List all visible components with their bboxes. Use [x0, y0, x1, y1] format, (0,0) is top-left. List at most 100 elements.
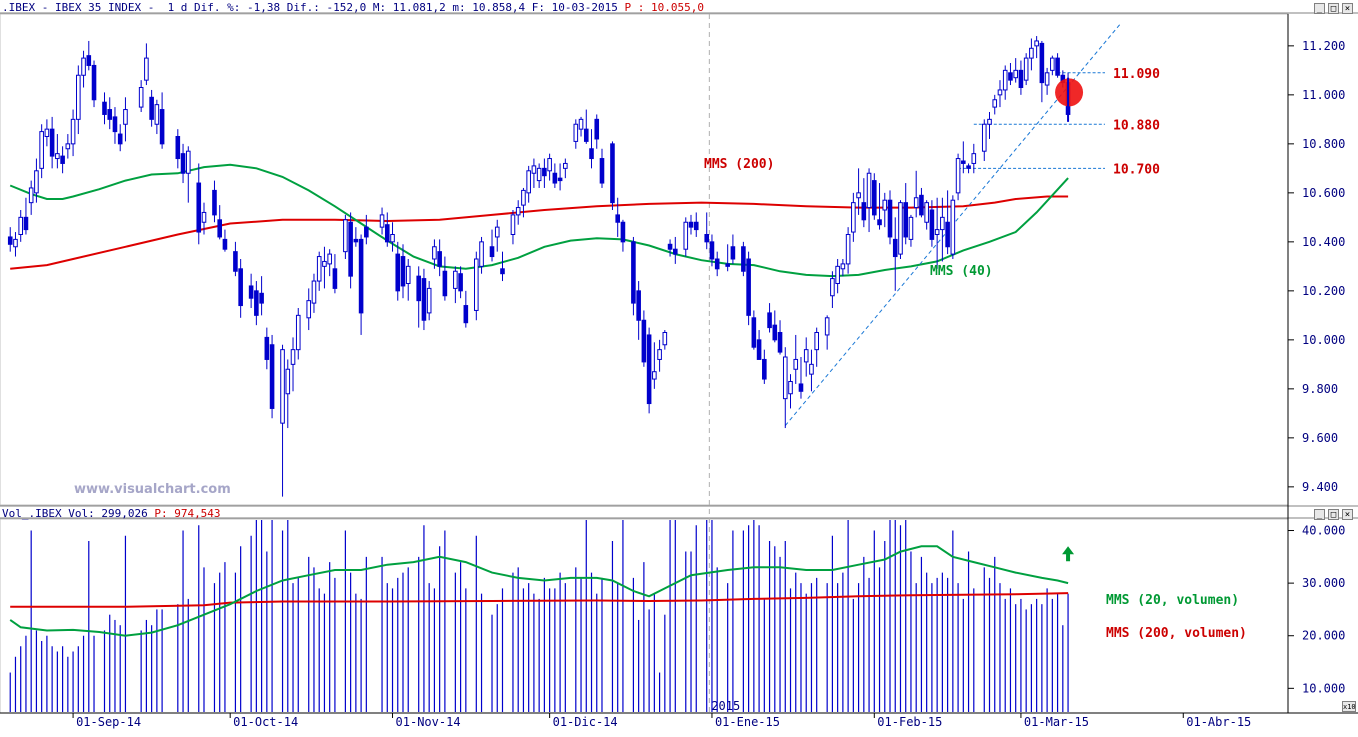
candle-down: [557, 177, 563, 182]
candle-down: [112, 116, 118, 133]
candle-down: [269, 344, 275, 409]
candle-down: [358, 238, 364, 314]
candle-down: [798, 383, 804, 392]
candle-up: [39, 131, 44, 169]
candle-up: [290, 349, 296, 365]
candle-down: [458, 273, 463, 292]
candle-down: [688, 221, 694, 228]
x-tick-label: 01-Feb-15: [877, 715, 942, 729]
candle-up: [123, 109, 128, 125]
candle-up: [390, 234, 395, 243]
candle-up: [987, 118, 992, 125]
candle-up: [28, 187, 34, 204]
candle-up: [201, 211, 207, 223]
scale-button[interactable]: x10: [1342, 701, 1356, 712]
up-arrow-icon: [1062, 546, 1075, 562]
candle-down: [966, 165, 971, 169]
candle-up: [379, 214, 385, 228]
candle-up: [662, 332, 668, 346]
close-button[interactable]: ×: [1342, 3, 1353, 14]
candle-up: [940, 216, 945, 231]
candle-up: [997, 89, 1003, 96]
price-y-tick-label: 10.200: [1302, 284, 1345, 298]
price-y-tick-label: 10.800: [1302, 137, 1345, 151]
candle-up: [138, 87, 144, 108]
candle-down: [175, 136, 181, 160]
x-tick-label: 01-Oct-14: [233, 715, 298, 729]
candle-down: [416, 275, 422, 302]
candle-down: [49, 128, 55, 157]
price-y-tick-label: 9.600: [1302, 431, 1338, 445]
candle-down: [180, 153, 186, 174]
price-header-text: .IBEX - IBEX 35 INDEX - 1 d Dif. %: -1,3…: [2, 1, 618, 14]
candle-up: [81, 57, 86, 76]
candle-up: [70, 118, 76, 145]
candle-up: [814, 332, 819, 351]
mms40-line: [9, 163, 1069, 278]
candle-up: [306, 300, 312, 319]
candle-up: [34, 170, 39, 194]
price-panel-frame: [0, 13, 1289, 506]
volume-mms200-line: [10, 592, 1069, 608]
candle-up: [1023, 57, 1029, 81]
maximize-button[interactable]: □: [1328, 3, 1339, 14]
price-y-tick-label: 10.600: [1302, 186, 1345, 200]
volume-close-button[interactable]: ×: [1342, 509, 1353, 520]
candle-down: [746, 258, 751, 316]
candle-up: [1034, 40, 1039, 47]
candle-down: [620, 221, 626, 243]
candle-down: [725, 263, 730, 267]
candle-down: [421, 278, 427, 321]
candle-up: [185, 150, 191, 174]
volume-header-text: Vol_.IBEX Vol: 299,026: [2, 507, 148, 520]
candle-down: [107, 109, 113, 120]
level-label: 11.090: [1113, 67, 1160, 82]
minimize-button[interactable]: _: [1314, 3, 1325, 14]
candle-up: [652, 371, 657, 380]
candle-up: [531, 165, 537, 174]
candle-up: [311, 280, 317, 304]
candle-down: [871, 180, 877, 216]
candle-down: [583, 128, 589, 142]
candle-down: [730, 246, 736, 260]
candle-down: [437, 251, 442, 267]
candle-up: [898, 202, 903, 255]
candle-down: [117, 133, 123, 145]
volume-maximize-button[interactable]: □: [1328, 509, 1339, 520]
x-tick-label: 01-Mar-15: [1024, 715, 1089, 729]
candle-down: [159, 109, 165, 145]
candle-down: [751, 317, 757, 348]
candle-down: [667, 243, 673, 250]
candle-down: [222, 238, 228, 250]
candle-down: [102, 101, 107, 115]
mms200-label: MMS (200): [704, 157, 774, 172]
candle-up: [76, 74, 81, 120]
candle-down: [714, 258, 720, 270]
candle-down: [877, 219, 882, 226]
candle-down: [1055, 57, 1060, 76]
candle-down: [400, 256, 406, 287]
candle-down: [233, 251, 238, 272]
mms40-label: MMS (40): [930, 264, 993, 279]
candle-up: [856, 192, 861, 199]
candle-down: [772, 324, 778, 341]
candle-down: [348, 221, 353, 277]
year-marker-label: 2015: [711, 699, 740, 713]
candle-up: [683, 221, 689, 250]
candle-down: [248, 285, 254, 299]
candle-down: [741, 246, 746, 272]
candle-up: [578, 118, 584, 130]
candle-up: [13, 238, 18, 248]
candle-down: [552, 172, 558, 184]
volume-minimize-button[interactable]: _: [1314, 509, 1325, 520]
x-tick-label: 01-Nov-14: [396, 715, 461, 729]
candle-up: [1050, 57, 1055, 71]
candle-down: [599, 158, 605, 184]
candle-up: [981, 123, 987, 152]
candle-up: [521, 189, 526, 206]
candle-up: [285, 368, 291, 395]
price-y-tick-label: 10.000: [1302, 333, 1345, 347]
candle-up: [782, 356, 788, 400]
